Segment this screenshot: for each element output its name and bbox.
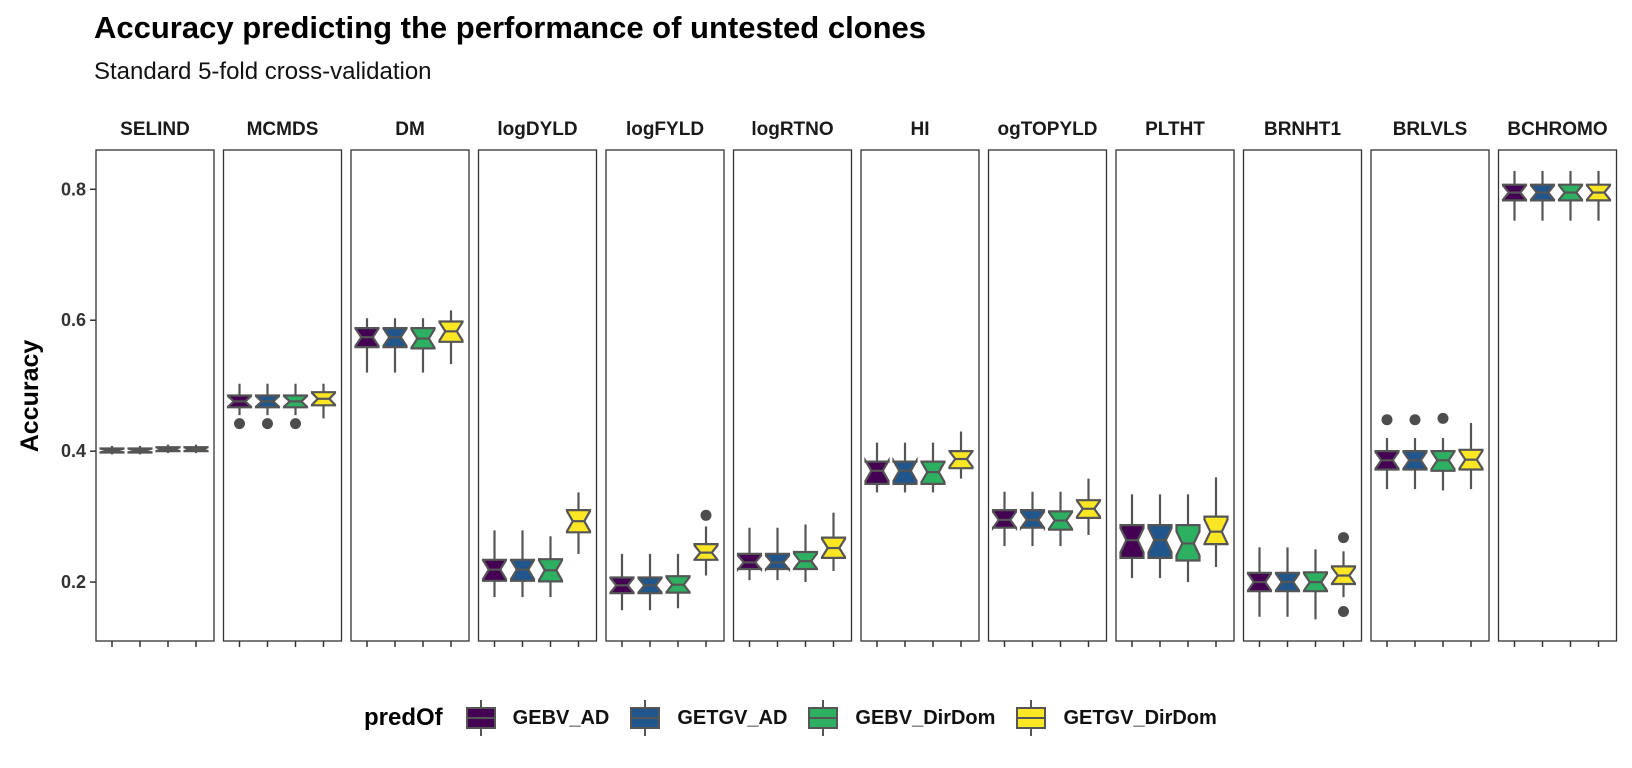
legend-item-getgv-ad: GETGV_AD	[625, 698, 787, 738]
facet-panel-brnht1: BRNHT1	[1242, 119, 1363, 647]
facet-strip-label: logFYLD	[626, 119, 704, 140]
box-outlier	[290, 418, 301, 430]
legend-item-getgv-dirdom: GETGV_DirDom	[1011, 698, 1217, 738]
chart-title: Accuracy predicting the performance of u…	[94, 10, 927, 45]
facet-panel-hi: HI	[860, 119, 980, 647]
facet-panel-border	[222, 149, 343, 642]
facet-strip-label: logDYLD	[497, 119, 577, 140]
box-outlier	[700, 509, 712, 521]
legend-key-gebv-dirdom	[808, 700, 839, 736]
facet-panel-border	[605, 149, 725, 642]
legend-label-getgv-dirdom: GETGV_DirDom	[1063, 706, 1217, 729]
box-outlier	[1338, 606, 1349, 618]
y-tick-label: 0.4	[61, 441, 86, 461]
facet-strip-label: MCMDS	[247, 119, 319, 140]
facet-panel-border	[1370, 149, 1490, 642]
legend-key-getgv-ad	[630, 700, 661, 736]
box-getgv-ad	[1147, 523, 1173, 560]
facet-panel-border	[1497, 149, 1618, 642]
facet-panel-logfyld: logFYLD	[605, 119, 725, 647]
box-gebv-ad	[864, 456, 890, 485]
y-axis-label: Accuracy	[16, 340, 44, 453]
facet-panel-ogtopyld: ogTOPYLD	[987, 119, 1108, 647]
box-outlier	[1437, 412, 1449, 424]
facet-panel-border	[1115, 149, 1235, 642]
facet-panel-border	[477, 149, 598, 642]
facet-panel-border	[350, 149, 470, 642]
box-outlier	[262, 418, 273, 430]
legend-title: predOf	[364, 704, 443, 731]
legend-item-gebv-ad: GEBV_AD	[461, 698, 610, 738]
facet-panel-border	[95, 149, 215, 642]
facet-strip-label: BRLVLS	[1393, 119, 1468, 140]
facet-strip-label: BCHROMO	[1507, 119, 1607, 140]
facet-strip-label: DM	[395, 119, 425, 140]
box-getgv-dirdom	[1203, 515, 1229, 546]
y-tick-label: 0.2	[61, 572, 86, 592]
facet-panel-pltht: PLTHT	[1115, 119, 1235, 647]
facet-panel-border	[987, 149, 1108, 642]
box-outlier	[1381, 414, 1393, 426]
facet-panel-dm: DM	[350, 119, 470, 647]
legend-item-gebv-dirdom: GEBV_DirDom	[803, 698, 995, 738]
legend: predOf GEBV_AD GETGV_AD GEBV_DirDom GETG…	[364, 698, 1233, 738]
facet-strip-label: BRNHT1	[1264, 119, 1341, 140]
legend-label-getgv-ad: GETGV_AD	[677, 706, 788, 729]
facet-panel-mcmds: MCMDS	[222, 119, 343, 647]
box-outlier	[1409, 414, 1421, 426]
legend-label-gebv-dirdom: GEBV_DirDom	[855, 706, 996, 729]
facet-panel-border	[732, 149, 853, 642]
facet-strip-label: PLTHT	[1145, 119, 1205, 140]
box-outlier	[234, 418, 245, 430]
facet-strip-label: SELIND	[120, 119, 190, 140]
facet-panel-selind: SELIND	[95, 119, 215, 647]
facet-panel-logdyld: logDYLD	[477, 119, 598, 647]
facet-strip-label: HI	[911, 119, 930, 140]
legend-key-getgv-dirdom	[1016, 700, 1047, 736]
facet-panel-logrtno: logRTNO	[732, 119, 853, 647]
chart-subtitle: Standard 5-fold cross-validation	[94, 58, 432, 85]
facet-panel-border	[860, 149, 980, 642]
facet-panel-bchromo: BCHROMO	[1497, 119, 1618, 647]
facet-strip-label: ogTOPYLD	[998, 119, 1098, 140]
box-outlier	[1338, 532, 1349, 544]
y-tick-label: 0.6	[61, 310, 86, 330]
facet-strip-label: logRTNO	[751, 119, 833, 140]
box-getgv-ad	[892, 456, 918, 485]
legend-label-gebv-ad: GEBV_AD	[512, 706, 610, 729]
y-tick-label: 0.8	[61, 179, 86, 199]
facet-panel-border	[1242, 149, 1363, 642]
box-gebv-ad	[1119, 523, 1145, 560]
legend-key-gebv-ad	[465, 700, 496, 736]
facet-panel-brlvls: BRLVLS	[1370, 119, 1490, 647]
